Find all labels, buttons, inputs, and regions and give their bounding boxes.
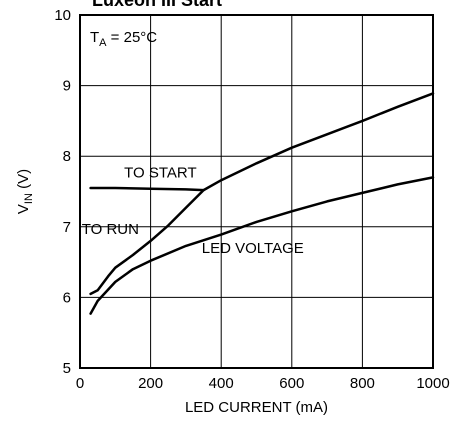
x-tick-label: 0 <box>76 375 84 392</box>
condition-label: TA = 25°C <box>90 29 157 49</box>
x-tick-label: 200 <box>138 375 163 392</box>
x-tick-label: 1000 <box>416 375 449 392</box>
y-axis-label-main: V <box>15 204 32 214</box>
annotation-to-start: TO START <box>124 164 197 181</box>
y-axis-label: VIN (V) <box>15 169 35 214</box>
y-tick-label: 8 <box>63 148 71 165</box>
grid <box>80 15 433 368</box>
y-tick-label: 7 <box>63 219 71 236</box>
y-axis-label-unit: (V) <box>15 169 32 193</box>
y-tick-label: 5 <box>63 360 71 377</box>
annotation-to-run: TO RUN <box>82 221 139 238</box>
tick-labels: 0 200 400 600 800 1000 5 6 7 8 9 10 <box>54 7 449 392</box>
chart-title: Luxeon III Start <box>92 0 222 10</box>
x-tick-label: 400 <box>209 375 234 392</box>
y-tick-label: 9 <box>63 78 71 95</box>
y-tick-label: 10 <box>54 7 71 24</box>
condition-prefix: T <box>90 29 99 46</box>
x-axis-label: LED CURRENT (mA) <box>185 399 328 416</box>
condition-sub: A <box>99 37 107 49</box>
series-line-led-voltage <box>89 176 435 315</box>
series-line-to-start <box>89 186 205 192</box>
x-tick-label: 600 <box>279 375 304 392</box>
y-tick-label: 6 <box>63 289 71 306</box>
curves <box>89 92 435 315</box>
series-line-to-run <box>89 92 435 296</box>
y-axis-label-sub: IN <box>23 193 35 204</box>
x-tick-label: 800 <box>350 375 375 392</box>
condition-suffix: = 25°C <box>107 29 158 46</box>
plot-frame <box>79 14 434 369</box>
annotation-led-voltage: LED VOLTAGE <box>202 240 304 257</box>
